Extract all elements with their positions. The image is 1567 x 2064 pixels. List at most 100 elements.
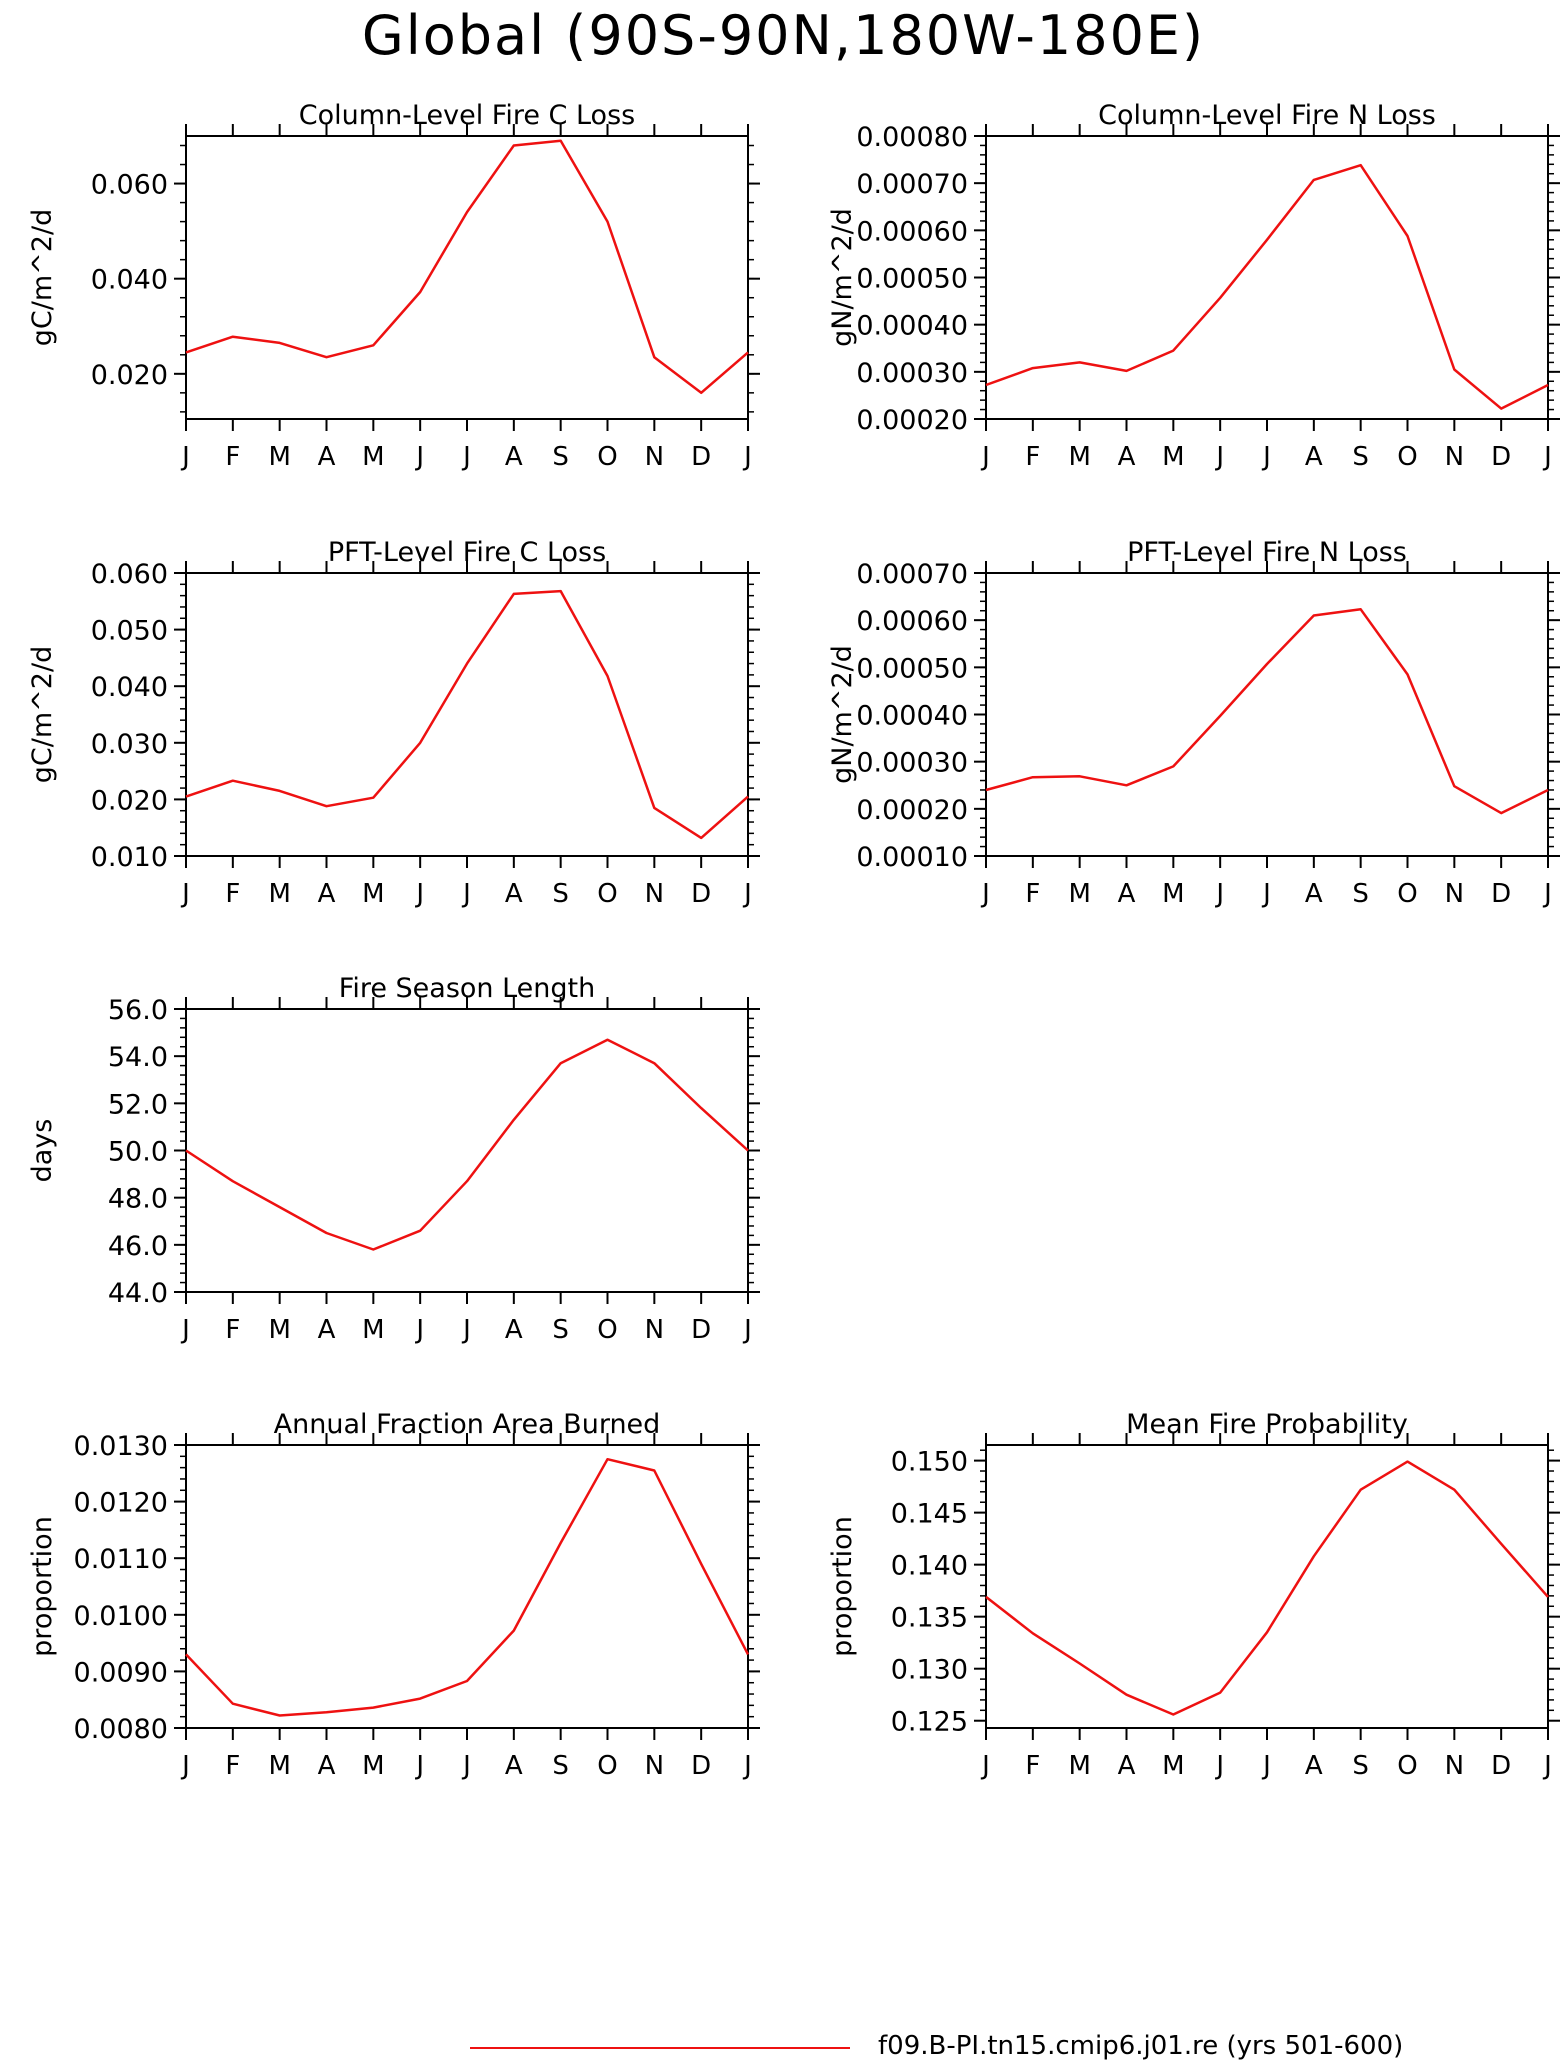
y-tick-label: 0.0110 [74,1544,168,1575]
x-tick-label: S [552,1315,569,1345]
chart-panel-3: J F M A M J J A S O N D J0.0100.0200.0300.0400.0500.… [27,537,760,909]
chart-panel-6: J F M A M J J A S O N D J0.00800.00900.01000.01100.0… [27,1409,760,1781]
y-axis-label: gN/m^2/d [827,208,858,347]
x-tick-label: F [225,442,240,472]
y-tick-label: 0.00050 [856,653,968,684]
y-tick-label: 0.145 [891,1499,968,1530]
y-tick-label: 0.00040 [856,311,968,342]
x-tick-label: O [597,1751,617,1781]
y-tick-label: 0.0120 [74,1488,168,1519]
x-tick-label: N [1445,879,1464,909]
x-tick-label: J [414,1315,424,1345]
x-tick-label: A [1305,879,1323,909]
y-tick-label: 0.020 [91,360,168,391]
x-tick-label: J [980,442,990,472]
x-tick-label: O [1397,1751,1417,1781]
chart-title: Column-Level Fire N Loss [1098,100,1436,131]
x-tick-label: J [414,442,424,472]
x-tick-label: S [552,442,569,472]
chart-panel-2: J F M A M J J A S O N D J0.000200.000300.000400.0005… [827,100,1560,472]
y-tick-label: 0.0080 [74,1714,168,1745]
x-tick-label: F [1025,1751,1040,1781]
x-tick-label: M [362,879,384,909]
y-tick-label: 0.00060 [856,216,968,247]
y-axis-label: gN/m^2/d [827,645,858,784]
y-tick-label: 54.0 [108,1042,168,1073]
x-tick-label: M [362,1751,384,1781]
x-tick-label: J [1261,442,1271,472]
plot-frame [185,1008,749,1293]
x-tick-label: M [268,442,290,472]
y-tick-label: 0.00030 [856,748,968,779]
chart-panel-1: J F M A M J J A S O N D J0.0200.0400.060Column-Level… [27,100,760,472]
y-tick-label: 0.00050 [856,264,968,295]
x-tick-label: S [1352,442,1369,472]
y-tick-label: 0.125 [891,1707,968,1738]
x-tick-label: A [318,442,336,472]
chart-title: Column-Level Fire C Loss [299,100,635,131]
x-tick-label: O [1397,879,1417,909]
y-tick-label: 0.150 [891,1447,968,1478]
y-tick-label: 0.0090 [74,1657,168,1688]
x-tick-label: J [1214,879,1224,909]
chart-title: PFT-Level Fire N Loss [1127,537,1407,568]
x-tick-label: S [1352,1751,1369,1781]
y-tick-label: 0.020 [91,785,168,816]
y-tick-label: 0.140 [891,1551,968,1582]
x-tick-label: M [1068,879,1090,909]
x-tick-label: A [318,879,336,909]
x-tick-label: N [1445,442,1464,472]
y-axis-label: proportion [27,1516,58,1657]
x-tick-label: M [362,1315,384,1345]
y-tick-label: 0.135 [891,1603,968,1634]
series-line [985,163,1549,410]
x-tick-label: F [1025,442,1040,472]
x-tick-label: J [180,1315,190,1345]
x-tick-label: N [645,442,664,472]
y-axis-label: days [27,1119,58,1183]
chart-panel-4: J F M A M J J A S O N D J0.000100.000200.000300.0004… [827,537,1560,909]
y-tick-label: 0.060 [91,170,168,201]
y-tick-label: 0.030 [91,729,168,760]
x-tick-label: O [597,879,617,909]
x-tick-label: A [318,1751,336,1781]
series-line [985,1460,1549,1716]
x-tick-label: J [461,1315,471,1345]
y-tick-label: 0.00010 [856,842,968,873]
x-tick-label: F [225,1315,240,1345]
x-tick-label: D [691,442,711,472]
x-tick-label: J [1542,879,1552,909]
y-tick-label: 44.0 [108,1278,168,1309]
y-tick-label: 0.0130 [74,1431,168,1462]
x-tick-label: M [268,1315,290,1345]
x-tick-label: N [1445,1751,1464,1781]
x-tick-label: J [742,1751,752,1781]
x-tick-label: J [461,879,471,909]
y-tick-label: 0.040 [91,672,168,703]
x-tick-label: M [362,442,384,472]
plot-frame [985,1444,1549,1729]
x-tick-label: J [742,879,752,909]
x-tick-label: N [645,1751,664,1781]
x-tick-label: D [691,1751,711,1781]
y-tick-label: 52.0 [108,1089,168,1120]
x-tick-label: J [180,442,190,472]
y-tick-label: 46.0 [108,1231,168,1262]
y-tick-label: 0.0100 [74,1601,168,1632]
y-tick-label: 0.050 [91,616,168,647]
x-tick-label: D [1491,442,1511,472]
x-tick-label: A [505,1315,523,1345]
chart-title: PFT-Level Fire C Loss [328,537,606,568]
y-tick-label: 0.00030 [856,358,968,389]
chart-title: Annual Fraction Area Burned [274,1409,661,1440]
x-tick-label: J [980,1751,990,1781]
x-tick-label: J [980,879,990,909]
x-tick-label: M [268,1751,290,1781]
x-tick-label: J [1261,1751,1271,1781]
y-tick-label: 48.0 [108,1184,168,1215]
x-tick-label: A [1118,1751,1136,1781]
x-tick-label: M [1162,442,1184,472]
chart-panel-5: J F M A M J J A S O N D J44.046.048.050.052.054.056.… [27,973,760,1345]
x-tick-label: J [1214,1751,1224,1781]
